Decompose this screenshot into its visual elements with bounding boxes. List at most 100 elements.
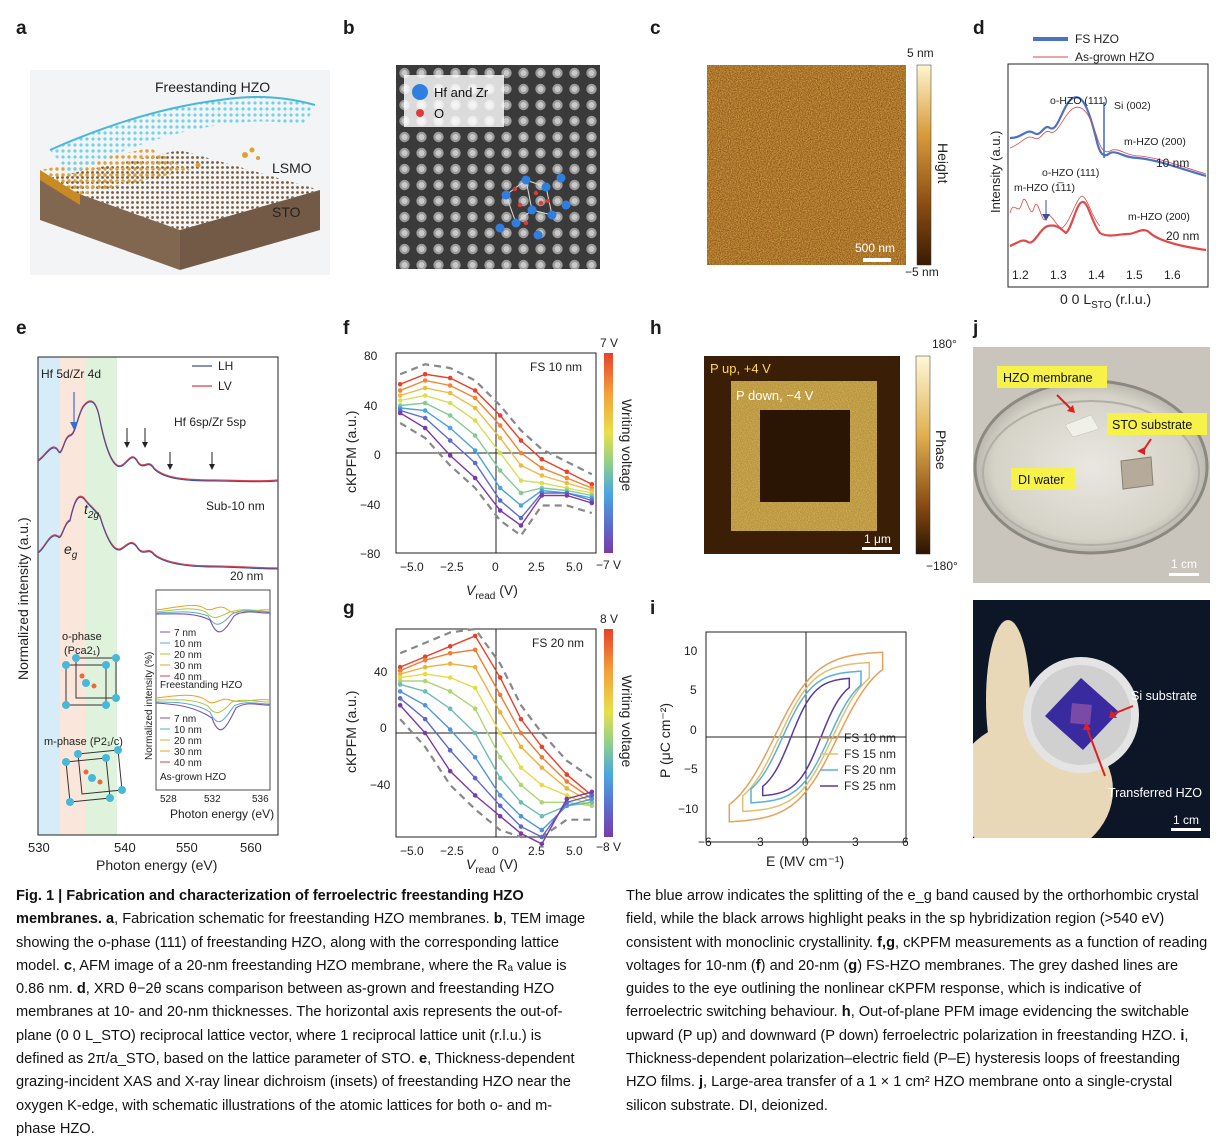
ckpfm-g-xticks: −5.0 −2.5 0 2.5 5.0 [400, 844, 583, 858]
ckpfm-f-xticks: −5.0 −2.5 0 2.5 5.0 [400, 560, 583, 574]
data-point [497, 498, 503, 503]
xtick: −3 [750, 835, 764, 849]
panel-i-pe: 10 5 0 −5 −10 −6 −3 0 3 6 P (μC cm⁻²) E … [657, 631, 909, 869]
inset-top-label: Freestanding HZO [160, 680, 242, 691]
scale-bar-top [1169, 573, 1199, 576]
data-point [472, 475, 478, 481]
data-point [422, 408, 428, 413]
xtick: 3 [852, 835, 859, 849]
data-point [497, 435, 503, 441]
data-point [397, 675, 403, 680]
data-point [589, 803, 595, 809]
data-point [518, 831, 524, 836]
xtick: −5.0 [400, 560, 424, 574]
caption-segment: , AFM image of a 20-nm freestanding HZO … [16, 957, 567, 998]
data-point [589, 500, 595, 506]
inset-xlabel: Photon energy (eV) [170, 807, 274, 821]
panel-j-photo-bottom: Si substrate Transferred HZO 1 cm [973, 600, 1210, 838]
pe-ylabel: P (μC cm⁻²) [657, 703, 673, 778]
cbar-g-bot: −8 V [596, 840, 621, 854]
oxygen-atom-icon [416, 109, 424, 117]
xtick: 0 [802, 835, 809, 849]
label-p-down: P down, −4 V [736, 388, 814, 403]
data-point [589, 800, 595, 805]
data-point [472, 706, 478, 712]
data-point [397, 702, 403, 708]
pe-yticks: 10 5 0 −5 −10 [678, 644, 699, 816]
xrd-xtick: 1.4 [1088, 268, 1105, 282]
envelope-upper [399, 627, 593, 779]
red-arrow-icon [1112, 705, 1134, 715]
label-20nm: 20 nm [230, 569, 263, 583]
data-point [518, 744, 524, 750]
inset-legend-item: 7 nm [174, 628, 196, 639]
ckpfm-g-colorbar [604, 629, 613, 837]
hzo-membrane [50, 96, 315, 175]
data-point [497, 709, 503, 715]
inset-legend-bottom: 7 nm 10 nm 20 nm 30 nm 40 nm [160, 714, 202, 769]
panel-f-ckpfm: FS 10 nm 80 40 0 −40 −80 −5.0 −2.5 0 2.5… [343, 336, 635, 601]
xrd-xtick: 1.2 [1012, 268, 1029, 282]
xrd-ylabel: Intensity (a.u.) [988, 131, 1003, 213]
sto-substrate-piece [1120, 456, 1154, 490]
label-di-water: DI water [1018, 473, 1065, 487]
ytick: 5 [690, 683, 697, 697]
cbar-f-title: Writing voltage [619, 399, 635, 492]
data-point [518, 800, 524, 805]
data-point [539, 473, 545, 478]
data-point [397, 398, 403, 403]
inset-legend-item: 40 nm [174, 758, 202, 769]
data-point [472, 793, 478, 798]
data-point [447, 727, 453, 732]
data-point [472, 448, 478, 453]
phase-max-label: 180° [932, 337, 957, 351]
pe-xticks: −6 −3 0 3 6 [698, 835, 909, 849]
panel-d-xrd: FS HZO As-grown HZO o-HZO (111) Si (002)… [988, 32, 1209, 311]
label-eg: eg [64, 541, 78, 561]
data-point [447, 375, 453, 381]
data-point [518, 782, 524, 788]
data-point [447, 689, 453, 694]
xrd-20nm-ag [1009, 195, 1101, 229]
inset-legend-item: 10 nm [174, 639, 202, 650]
inset-ylabel: Normalized intensity (%) [144, 652, 155, 760]
data-point [397, 410, 403, 416]
pe-loop [741, 661, 871, 813]
data-point [397, 381, 403, 387]
legend-item: FS 20 nm [844, 763, 896, 777]
ckpfm-f-series [396, 353, 596, 553]
data-point [397, 682, 403, 687]
data-point [397, 689, 403, 694]
xrd-10nm-ag [1009, 106, 1207, 175]
caption-segment: f,g [877, 934, 895, 951]
legend-fs: FS HZO [1075, 32, 1119, 46]
data-point [564, 793, 570, 798]
caption-segment: ) FS-HZO membranes. The grey dashed line… [626, 957, 1179, 1021]
panel-label-c: c [650, 18, 661, 39]
black-arrows [124, 428, 215, 470]
hfzr-atom-icon [412, 84, 428, 100]
data-point [422, 371, 428, 377]
xas-xtick: 550 [176, 840, 198, 855]
data-point [447, 650, 453, 656]
data-point [397, 678, 403, 684]
data-point [539, 834, 545, 840]
label-p-up: P up, +4 V [710, 361, 771, 376]
data-point [518, 824, 524, 829]
xtick: 0 [492, 560, 499, 574]
ytick: −80 [360, 547, 381, 561]
caption-segment: b [493, 911, 503, 928]
xas-ylabel: Normalized intensity (a.u.) [15, 517, 31, 680]
ckpfm-g-title: FS 20 nm [532, 636, 584, 650]
caption-segment: d [76, 981, 86, 998]
label-sto-box [1107, 413, 1207, 435]
data-point [564, 786, 570, 791]
data-point [539, 456, 545, 462]
data-point [589, 793, 595, 798]
data-point [422, 678, 428, 684]
data-point [497, 413, 503, 418]
data-point [397, 393, 403, 398]
data-point [447, 748, 453, 753]
data-point [497, 793, 503, 798]
xas-20nm-lh [37, 496, 279, 570]
